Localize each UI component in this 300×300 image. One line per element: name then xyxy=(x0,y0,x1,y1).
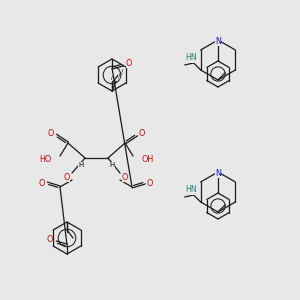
Text: HO: HO xyxy=(39,154,51,164)
Text: O: O xyxy=(64,172,70,182)
Text: H: H xyxy=(78,162,84,168)
Text: O: O xyxy=(139,128,145,137)
Text: N: N xyxy=(215,169,221,178)
Text: /: / xyxy=(121,69,123,75)
Text: O: O xyxy=(147,178,153,188)
Text: /: / xyxy=(118,73,120,79)
Text: O: O xyxy=(39,178,45,188)
Text: HN: HN xyxy=(185,53,197,62)
Text: N: N xyxy=(215,37,221,46)
Text: O: O xyxy=(47,236,53,244)
Text: /: / xyxy=(111,74,113,80)
Text: H: H xyxy=(110,162,115,168)
Text: O: O xyxy=(48,128,54,137)
Text: O: O xyxy=(122,172,128,182)
Text: OH: OH xyxy=(142,154,154,164)
Text: O: O xyxy=(126,58,132,68)
Text: HN: HN xyxy=(185,185,197,194)
